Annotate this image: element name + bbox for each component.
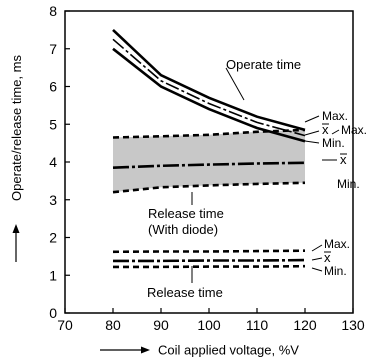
release-diode-band — [113, 129, 305, 193]
release-min-label: Min. — [324, 264, 347, 278]
x-tick-label: 120 — [293, 317, 317, 333]
y-tick-label: 7 — [49, 41, 57, 57]
annotation-release-diode-line1: Release time — [148, 206, 224, 221]
y-axis-arrowhead — [12, 224, 20, 233]
operate-max-leader — [304, 115, 320, 123]
x-axis-arrowhead — [141, 346, 150, 354]
annotation-release-time: Release time — [147, 285, 223, 300]
annotation-release-diode-bg — [145, 206, 241, 238]
x-axis-label: Coil applied voltage, %V — [158, 343, 299, 358]
y-tick-label: 3 — [49, 192, 57, 208]
y-axis-label: Operate/release time, ms — [9, 55, 24, 201]
operate-time-leader — [225, 67, 245, 101]
release-min-leader — [311, 267, 323, 272]
x-tick-label: 110 — [246, 317, 269, 333]
release-mean-leader — [311, 257, 323, 261]
x-tick-label: 100 — [197, 317, 221, 333]
series-lines — [112, 28, 306, 269]
x-tick-label: 130 — [341, 317, 365, 333]
release-mean-label: x — [324, 250, 331, 265]
series-release-time-mean — [113, 258, 306, 263]
operate-min-leader — [304, 140, 320, 144]
y-tick-label: 2 — [49, 230, 57, 246]
annotation-release-diode-line2: (With diode) — [148, 222, 218, 237]
series-release-time-with-diode-max — [112, 128, 306, 139]
y-tick-label: 1 — [49, 267, 57, 283]
y-tick-label: 6 — [49, 79, 57, 95]
series-operate-time-max — [112, 28, 306, 132]
series-release-time-with-diode-mean — [112, 161, 306, 169]
annotation-operate-time: Operate time — [226, 57, 301, 72]
release-max-leader — [311, 244, 323, 252]
operate-mean-leader — [304, 130, 320, 136]
release-diode-max-leader — [331, 129, 340, 135]
series-release-time-min — [113, 264, 306, 269]
y-tick-label: 8 — [49, 3, 57, 19]
y-tick-label: 4 — [49, 154, 57, 170]
annotation-operate-time-bg — [221, 56, 319, 73]
y-tick-label: 0 — [49, 305, 57, 321]
x-tick-label: 80 — [105, 317, 121, 333]
annotation-release-bg — [143, 283, 243, 300]
operate-min-label: Min. — [322, 136, 345, 150]
x-tick-label: 70 — [57, 317, 73, 333]
axis-ticks: 70 80 90 100 110 120 130 0 1 2 3 4 5 6 7 8 Coil applied … — [9, 3, 365, 358]
release-diode-min-label: Min. — [337, 177, 360, 191]
y-tick-label: 5 — [49, 116, 57, 132]
series-operate-time-mean — [112, 38, 306, 137]
release-diode-mean-label: x — [340, 152, 347, 167]
operate-mean-label: x — [322, 122, 329, 137]
x-tick-label: 90 — [153, 317, 169, 333]
series-release-time-max — [112, 249, 306, 254]
operate-max-label: Max. — [322, 109, 348, 123]
series-release-time-with-diode-min — [112, 181, 306, 194]
release-diode-max-label: Max. — [341, 123, 367, 137]
release-max-label: Max. — [324, 237, 350, 251]
spread-bands — [113, 129, 305, 193]
